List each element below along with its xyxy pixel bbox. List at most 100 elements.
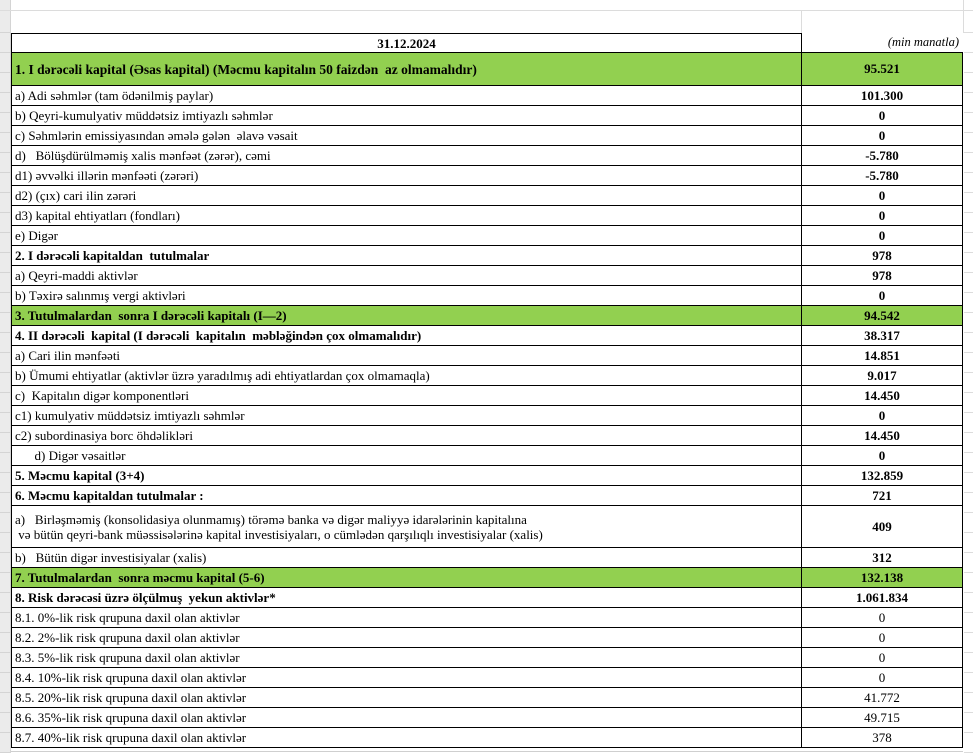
- table-row: d) Bölüşdürülməmiş xalis mənfəət (zərər)…: [11, 146, 963, 166]
- report-date-cell[interactable]: 31.12.2024: [12, 33, 802, 52]
- row-value-cell[interactable]: 132.138: [860, 569, 904, 585]
- table-row: 8.1. 0%-lik risk qrupuna daxil olan akti…: [11, 608, 963, 628]
- table-row: 8.7. 40%-lik risk qrupuna daxil olan akt…: [11, 728, 963, 748]
- row-value-cell[interactable]: 0: [878, 407, 886, 423]
- sheet-right-margin: [964, 0, 973, 753]
- row-label-cell[interactable]: a) Birləşməmiş (konsolidasiya olunmamış)…: [12, 506, 802, 547]
- row-value-cell[interactable]: 0: [878, 227, 886, 243]
- row-value-cell[interactable]: 0: [878, 127, 886, 143]
- row-value-cell[interactable]: 14.450: [864, 387, 900, 403]
- row-label-cell[interactable]: 5. Məcmu kapital (3+4): [12, 466, 802, 485]
- row-label-cell[interactable]: c2) subordinasiya borc öhdəlikləri: [12, 426, 802, 445]
- row-value-cell[interactable]: 0: [878, 107, 886, 123]
- row-value-cell[interactable]: 378: [872, 729, 892, 745]
- row-value-cell[interactable]: 9.017: [867, 367, 897, 383]
- row-value-cell[interactable]: 0: [878, 609, 886, 625]
- table-row: 4. II dərəcəli kapital (I dərəcəli kapit…: [11, 326, 963, 346]
- table-row: 8.2. 2%-lik risk qrupuna daxil olan akti…: [11, 628, 963, 648]
- table-row: b) Təxirə salınmış vergi aktivləri 0: [11, 286, 963, 306]
- row-value-cell[interactable]: 978: [872, 267, 892, 283]
- row-value-cell[interactable]: 14.851: [864, 347, 900, 363]
- table-row: 2. I dərəcəli kapitaldan tutulmalar 978: [11, 246, 963, 266]
- row-label-cell[interactable]: 4. II dərəcəli kapital (I dərəcəli kapit…: [12, 326, 802, 345]
- row-label-cell[interactable]: 8.1. 0%-lik risk qrupuna daxil olan akti…: [12, 608, 802, 627]
- row-label-cell[interactable]: b) Qeyri-kumulyativ müddətsiz imtiyazlı …: [12, 106, 802, 125]
- row-label-cell[interactable]: 8. Risk dərəcəsi üzrə ölçülmuş yekun akt…: [12, 588, 802, 607]
- table-row: 3. Tutulmalardan sonra I dərəcəli kapita…: [11, 306, 963, 326]
- row-value-cell[interactable]: 0: [878, 207, 886, 223]
- row-label-cell[interactable]: b) Bütün digər investisiyalar (xalis): [12, 548, 802, 567]
- row-label-cell[interactable]: b) Ümumi ehtiyatlar (aktivlər üzrə yarad…: [12, 366, 802, 385]
- row-label-cell[interactable]: c1) kumulyativ müddətsiz imtiyazlı səhml…: [12, 406, 802, 425]
- row-label-cell[interactable]: d1) əvvəlki illərin mənfəəti (zərəri): [12, 166, 802, 185]
- row-value-cell[interactable]: 312: [872, 549, 892, 565]
- table-row: a) Qeyri-maddi aktivlər 978: [11, 266, 963, 286]
- row-label-cell[interactable]: c) Kapitalın digər komponentləri: [12, 386, 802, 405]
- gridline-top: [0, 10, 973, 11]
- row-label-cell[interactable]: 8.4. 10%-lik risk qrupuna daxil olan akt…: [12, 668, 802, 687]
- table-row: c1) kumulyativ müddətsiz imtiyazlı səhml…: [11, 406, 963, 426]
- row-value-cell[interactable]: 978: [872, 247, 892, 263]
- row-label-cell[interactable]: e) Digər: [12, 226, 802, 245]
- row-value-cell[interactable]: 0: [878, 447, 886, 463]
- row-value-cell[interactable]: 0: [878, 187, 886, 203]
- row-value-cell[interactable]: 95.521: [864, 61, 900, 76]
- row-label-cell[interactable]: 3. Tutulmalardan sonra I dərəcəli kapita…: [12, 306, 802, 325]
- row-value-cell[interactable]: -5.780: [865, 167, 899, 183]
- capital-report-table: 31.12.2024 (min manatla) 1. I dərəcəli k…: [11, 33, 963, 748]
- table-row: a) Cari ilin mənfəəti 14.851: [11, 346, 963, 366]
- row-value-cell[interactable]: 0: [878, 669, 886, 685]
- row-label-cell[interactable]: a) Cari ilin mənfəəti: [12, 346, 802, 365]
- table-row: 7. Tutulmalardan sonra məcmu kapital (5-…: [11, 568, 963, 588]
- row-value-cell[interactable]: 132.859: [860, 467, 904, 483]
- table-row: c2) subordinasiya borc öhdəlikləri 14.450: [11, 426, 963, 446]
- gridline-right-edge: [963, 0, 964, 33]
- table-row: c) Kapitalın digər komponentləri 14.450: [11, 386, 963, 406]
- row-label-cell[interactable]: 8.7. 40%-lik risk qrupuna daxil olan akt…: [12, 728, 802, 747]
- row-label-cell[interactable]: d3) kapital ehtiyatları (fondları): [12, 206, 802, 225]
- table-row: d1) əvvəlki illərin mənfəəti (zərəri) -5.…: [11, 166, 963, 186]
- unit-note-cell[interactable]: (min manatla): [887, 35, 959, 49]
- row-value-cell[interactable]: 14.450: [864, 427, 900, 443]
- table-row: b) Qeyri-kumulyativ müddətsiz imtiyazlı …: [11, 106, 963, 126]
- row-label-cell[interactable]: 6. Məcmu kapitaldan tutulmalar :: [12, 486, 802, 505]
- table-row: 8.6. 35%-lik risk qrupuna daxil olan akt…: [11, 708, 963, 728]
- row-label-cell[interactable]: 2. I dərəcəli kapitaldan tutulmalar: [12, 246, 802, 265]
- table-row: c) Səhmlərin emissiyasından əmələ gələn …: [11, 126, 963, 146]
- row-value-cell[interactable]: 38.317: [864, 327, 900, 343]
- row-label-cell[interactable]: a) Qeyri-maddi aktivlər: [12, 266, 802, 285]
- sheet-left-margin: [0, 0, 11, 753]
- row-label-cell[interactable]: b) Təxirə salınmış vergi aktivləri: [12, 286, 802, 305]
- row-value-cell[interactable]: 94.542: [864, 307, 900, 323]
- row-value-cell[interactable]: 1.061.834: [856, 589, 908, 605]
- table-row: b) Bütün digər investisiyalar (xalis) 312: [11, 548, 963, 568]
- row-label-cell[interactable]: d2) (çıx) cari ilin zərəri: [12, 186, 802, 205]
- table-row: 8. Risk dərəcəsi üzrə ölçülmuş yekun akt…: [11, 588, 963, 608]
- table-row: 8.3. 5%-lik risk qrupuna daxil olan akti…: [11, 648, 963, 668]
- row-label-cell[interactable]: 8.5. 20%-lik risk qrupuna daxil olan akt…: [12, 688, 802, 707]
- row-label-cell[interactable]: d) Digər vəsaitlər: [12, 446, 802, 465]
- row-label-cell[interactable]: 7. Tutulmalardan sonra məcmu kapital (5-…: [12, 568, 802, 587]
- row-label-cell[interactable]: 8.2. 2%-lik risk qrupuna daxil olan akti…: [12, 628, 802, 647]
- row-value-cell[interactable]: 0: [878, 629, 886, 645]
- row-label-cell[interactable]: d) Bölüşdürülməmiş xalis mənfəət (zərər)…: [12, 146, 802, 165]
- gridline-bottom: [11, 751, 963, 752]
- row-value-cell[interactable]: 0: [878, 287, 886, 303]
- row-label-cell[interactable]: a) Adi səhmlər (tam ödənilmiş paylar): [12, 86, 802, 105]
- row-value-cell[interactable]: 409: [872, 518, 892, 534]
- table-row: 5. Məcmu kapital (3+4) 132.859: [11, 466, 963, 486]
- row-label-cell[interactable]: 8.6. 35%-lik risk qrupuna daxil olan akt…: [12, 708, 802, 727]
- row-value-cell[interactable]: 0: [878, 649, 886, 665]
- row-label-cell[interactable]: 8.3. 5%-lik risk qrupuna daxil olan akti…: [12, 648, 802, 667]
- table-row: 1. I dərəcəli kapital (Əsas kapital) (Mə…: [11, 53, 963, 86]
- row-value-cell[interactable]: 41.772: [864, 689, 900, 705]
- row-value-cell[interactable]: 49.715: [864, 709, 900, 725]
- table-row: d3) kapital ehtiyatları (fondları) 0: [11, 206, 963, 226]
- row-label-cell[interactable]: c) Səhmlərin emissiyasından əmələ gələn …: [12, 126, 802, 145]
- row-value-cell[interactable]: -5.780: [865, 147, 899, 163]
- row-value-cell[interactable]: 721: [872, 487, 892, 503]
- row-label-cell[interactable]: 1. I dərəcəli kapital (Əsas kapital) (Mə…: [12, 53, 802, 85]
- table-row: 8.4. 10%-lik risk qrupuna daxil olan akt…: [11, 668, 963, 688]
- row-value-cell[interactable]: 101.300: [860, 87, 904, 103]
- table-row: b) Ümumi ehtiyatlar (aktivlər üzrə yarad…: [11, 366, 963, 386]
